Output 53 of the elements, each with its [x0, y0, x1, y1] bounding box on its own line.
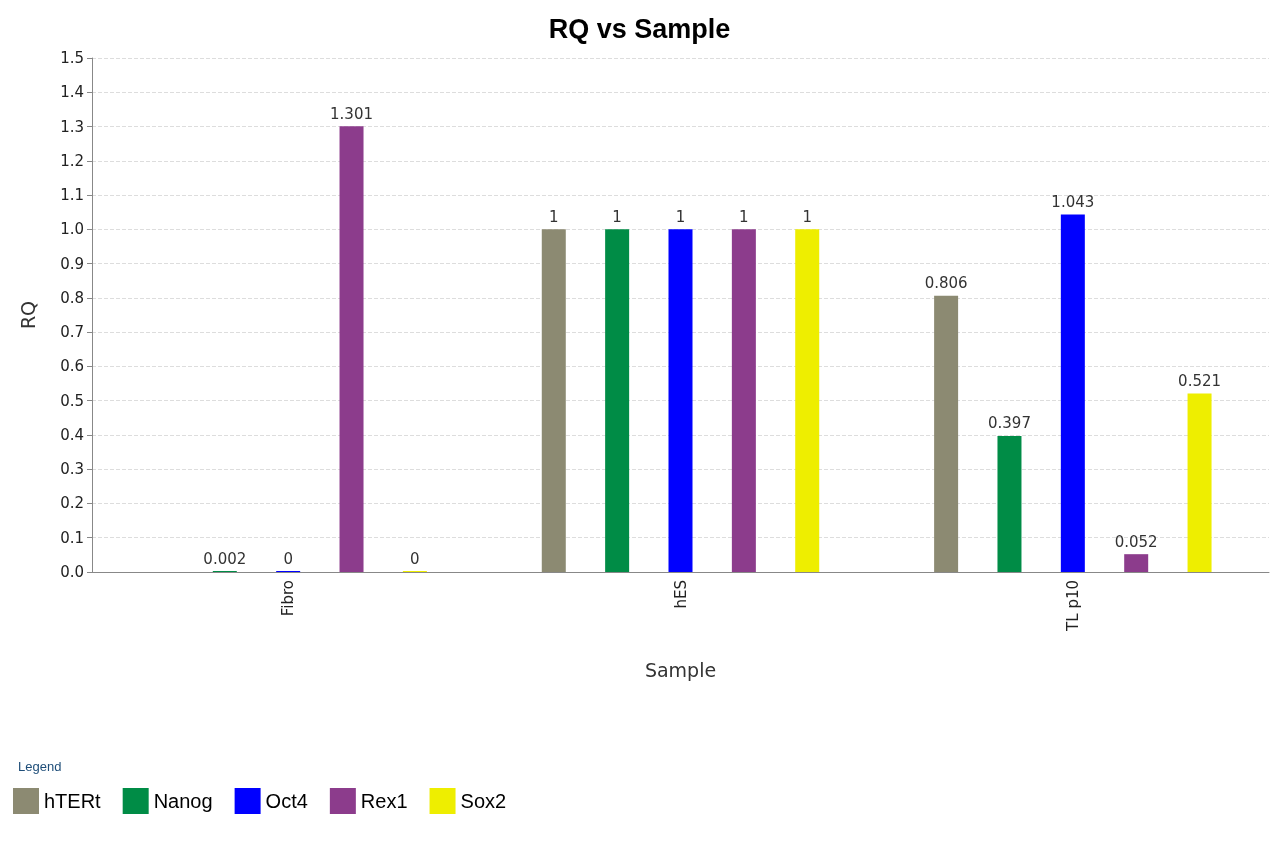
bar: [605, 229, 630, 572]
bar: [731, 229, 756, 572]
y-tick-label: 0.8: [60, 288, 84, 307]
y-tick-label: 0.6: [60, 357, 84, 376]
legend-label: Oct4: [265, 790, 308, 812]
bar: [668, 229, 693, 572]
y-tick-label: 1.2: [60, 151, 84, 170]
data-label: 1.301: [330, 104, 373, 123]
x-axis-title: Sample: [644, 658, 717, 681]
bar: [1187, 393, 1212, 572]
legend-label: Rex1: [360, 790, 408, 812]
legend-label: hTERt: [44, 790, 102, 812]
data-label: 0: [283, 549, 293, 568]
data-label: 1: [739, 207, 749, 226]
data-label: 1.043: [1051, 193, 1095, 212]
data-label: 0: [410, 549, 420, 568]
y-axis-title: RQ: [16, 300, 39, 330]
y-tick-label: 0.7: [60, 323, 84, 342]
y-tick-label: 0.5: [60, 391, 84, 410]
data-label: 0.806: [924, 274, 968, 293]
data-label: 0.521: [1178, 371, 1222, 390]
bar: [997, 435, 1022, 572]
data-label: 1: [802, 207, 812, 226]
y-tick-label: 1.5: [60, 49, 84, 67]
data-label: 1: [675, 207, 686, 226]
x-tick-label: hES: [671, 580, 690, 609]
y-tick-label: 0.9: [60, 254, 84, 273]
bar: [934, 295, 959, 572]
y-tick-label: 1.4: [60, 83, 84, 102]
bar: [795, 229, 820, 572]
x-tick-label: TL p10: [1063, 580, 1082, 632]
y-tick-label: 1.0: [60, 220, 84, 239]
legend-label: Sox2: [460, 790, 507, 812]
y-tick-label: 0.0: [60, 563, 84, 581]
y-tick-label: 0.2: [60, 494, 84, 513]
y-tick-label: 0.3: [60, 460, 84, 479]
chart-title: RQ vs Sample: [548, 13, 731, 44]
x-tick-label: Fibro: [279, 580, 298, 617]
y-tick-label: 1.3: [60, 117, 84, 136]
legend-label: Nanog: [153, 790, 213, 812]
y-tick-label: 1.1: [60, 186, 84, 205]
bar: [1124, 554, 1149, 572]
bar: [1060, 214, 1085, 572]
data-label: 0.397: [988, 414, 1031, 433]
data-label: 0.002: [203, 549, 247, 568]
data-label: 0.052: [1114, 532, 1158, 551]
data-label: 1: [549, 207, 559, 226]
legend-title: Legend: [18, 759, 62, 774]
y-tick-label: 0.1: [60, 528, 84, 547]
bar: [339, 126, 364, 572]
data-label: 1: [612, 207, 622, 226]
bar: [541, 229, 566, 572]
y-tick-label: 0.4: [60, 425, 84, 444]
